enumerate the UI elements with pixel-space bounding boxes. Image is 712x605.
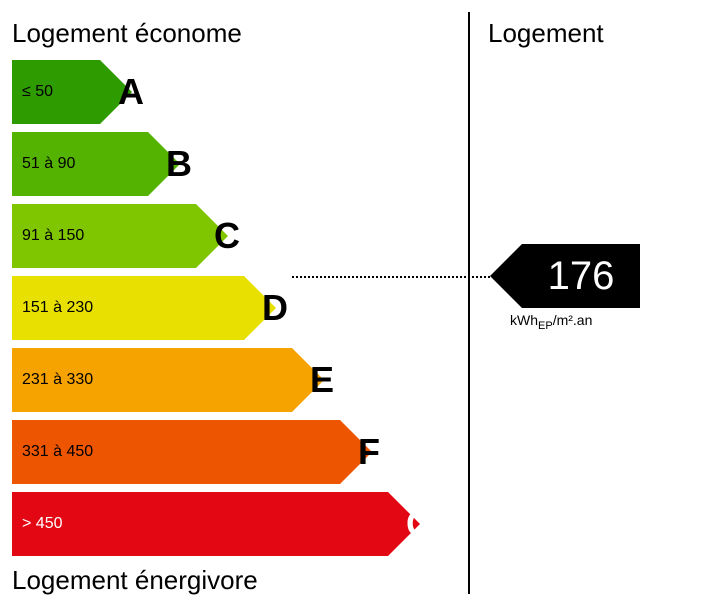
band-range: ≤ 50 (22, 83, 53, 101)
band-range: > 450 (22, 515, 62, 533)
unit-sub: EP (538, 320, 553, 332)
band-letter: G (406, 503, 434, 545)
band-body: ≤ 50 (12, 60, 100, 124)
band-bar: ≤ 50 (12, 60, 132, 124)
band-bar: 231 à 330 (12, 348, 324, 412)
band-bar: 91 à 150 (12, 204, 228, 268)
band-letter: D (262, 287, 288, 329)
result-pointer: 176 (490, 244, 640, 308)
band-bar: 151 à 230 (12, 276, 276, 340)
band-letter: A (118, 71, 144, 113)
unit-suffix: /m².an (553, 312, 593, 328)
dotted-connector (292, 276, 490, 278)
band-letter: E (310, 359, 334, 401)
band-range: 151 à 230 (22, 299, 93, 317)
band-letter: C (214, 215, 240, 257)
band-bar: 331 à 450 (12, 420, 372, 484)
band-letter: B (166, 143, 192, 185)
band-bar: 51 à 90 (12, 132, 180, 196)
pointer-arrow-icon (490, 244, 522, 308)
unit-prefix: kWh (510, 312, 538, 328)
band-range: 331 à 450 (22, 443, 93, 461)
band-body: 331 à 450 (12, 420, 340, 484)
title-logement: Logement (488, 18, 604, 49)
band-body: > 450 (12, 492, 388, 556)
title-economical: Logement économe (12, 18, 242, 49)
energy-label-diagram: Logement économe Logement ≤ 50 A 51 à 90 B 9… (0, 0, 712, 605)
band-body: 151 à 230 (12, 276, 244, 340)
title-energivore: Logement énergivore (12, 565, 258, 596)
band-letter: F (358, 431, 380, 473)
result-unit: kWhEP/m².an (510, 312, 592, 332)
band-range: 51 à 90 (22, 155, 75, 173)
result-value: 176 (548, 254, 615, 299)
vertical-divider (468, 12, 470, 594)
band-body: 91 à 150 (12, 204, 196, 268)
band-body: 51 à 90 (12, 132, 148, 196)
band-range: 91 à 150 (22, 227, 84, 245)
band-bar: > 450 (12, 492, 420, 556)
band-body: 231 à 330 (12, 348, 292, 412)
pointer-body: 176 (522, 244, 640, 308)
band-range: 231 à 330 (22, 371, 93, 389)
